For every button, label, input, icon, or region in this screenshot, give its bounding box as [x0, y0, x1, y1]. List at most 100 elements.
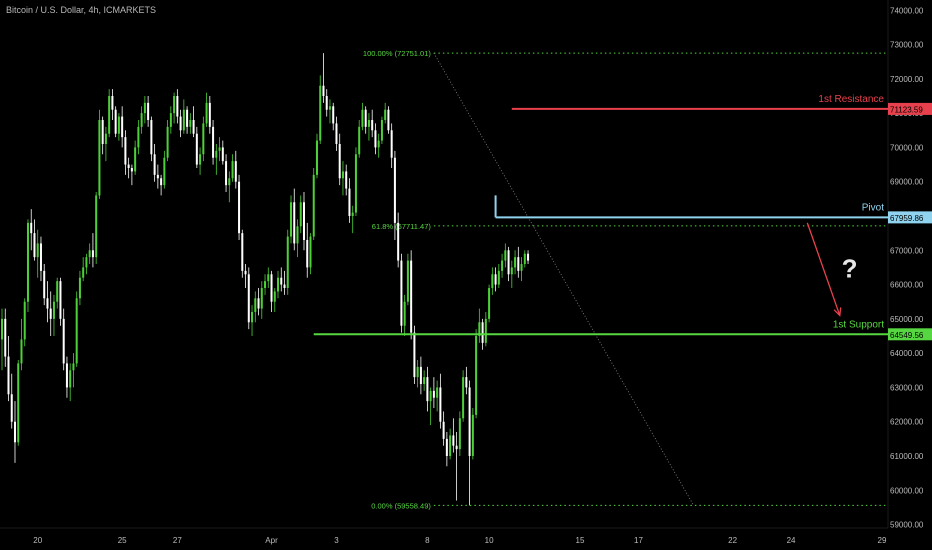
candle: [137, 120, 140, 155]
candle: [345, 164, 348, 196]
candle-body: [510, 267, 513, 275]
candle-body: [491, 274, 494, 288]
candle-body: [361, 109, 364, 127]
y-tick-label: 66000.00: [890, 281, 924, 290]
candle-body: [367, 120, 370, 127]
1st-resistance-label: 1st Resistance: [818, 94, 884, 105]
candle: [358, 120, 361, 158]
candle-body: [419, 366, 422, 384]
candle-body: [494, 274, 497, 285]
candle-body: [488, 288, 491, 319]
candle: [225, 154, 228, 192]
candle-body: [231, 161, 234, 179]
y-tick-label: 63000.00: [890, 383, 924, 392]
candle: [202, 116, 205, 162]
candle: [221, 140, 224, 165]
y-tick-label: 70000.00: [890, 143, 924, 152]
candle: [429, 387, 432, 426]
candle: [36, 229, 39, 278]
candle-body: [215, 150, 218, 158]
candle: [260, 281, 263, 319]
candle-body: [358, 126, 361, 155]
candle: [234, 150, 237, 189]
candle-body: [364, 109, 367, 127]
candle: [299, 195, 302, 234]
candle: [501, 253, 504, 278]
candle-body: [374, 130, 377, 148]
candle-body: [238, 181, 241, 234]
candle-body: [527, 253, 530, 261]
candle-body: [225, 161, 228, 186]
candle: [257, 288, 260, 316]
candle: [104, 126, 107, 162]
candle: [195, 126, 198, 168]
candle-body: [56, 281, 59, 302]
candle: [475, 329, 478, 419]
candle-body: [423, 377, 426, 384]
candle: [212, 120, 215, 165]
candle: [160, 174, 163, 196]
candle: [140, 106, 143, 134]
candle-body: [150, 120, 153, 155]
candle: [413, 325, 416, 384]
candle: [143, 96, 146, 124]
candle: [312, 168, 315, 240]
candle: [510, 260, 513, 288]
candle: [127, 157, 130, 179]
candle-body: [244, 270, 247, 275]
candle-body: [335, 123, 338, 144]
candle: [416, 360, 419, 388]
candle: [30, 209, 33, 251]
candle-body: [462, 377, 465, 419]
candle-body: [33, 233, 36, 258]
candle: [507, 246, 510, 282]
candle: [173, 92, 176, 124]
candle: [319, 75, 322, 144]
candle-body: [192, 120, 195, 134]
y-tick-label: 60000.00: [890, 486, 924, 495]
candle: [520, 257, 523, 282]
candle: [494, 267, 497, 292]
candle: [468, 380, 471, 506]
candle: [322, 53, 325, 103]
candle: [251, 305, 254, 336]
candle-body: [445, 438, 448, 456]
candle: [59, 277, 62, 326]
x-tick-label: 25: [118, 536, 127, 545]
candle-body: [465, 377, 468, 388]
candle: [238, 174, 241, 240]
candle: [65, 356, 68, 398]
candle-body: [228, 178, 231, 186]
candle-body: [95, 195, 98, 258]
fib-level-label: 100.00% (72751.01): [363, 49, 431, 58]
candle-body: [354, 154, 357, 213]
candle-body: [160, 178, 163, 186]
x-tick-label: 22: [728, 536, 737, 545]
candle: [517, 246, 520, 278]
candle: [449, 428, 452, 460]
candle-body: [436, 387, 439, 398]
x-tick-label: 29: [878, 536, 887, 545]
candle: [82, 257, 85, 282]
candle-body: [345, 171, 348, 189]
candle-body: [221, 147, 224, 162]
candle-body: [72, 363, 75, 371]
candle: [23, 298, 26, 347]
candle: [403, 294, 406, 336]
candle-body: [481, 322, 484, 343]
candle: [33, 219, 36, 261]
candle-body: [406, 260, 409, 302]
candle-body: [455, 445, 458, 450]
candle: [302, 192, 305, 251]
candle: [176, 89, 179, 124]
candle-body: [101, 120, 104, 144]
candle-body: [371, 120, 374, 131]
1st-support-price-tag: [888, 328, 932, 341]
1st-support-price-value: 64549.56: [890, 331, 924, 340]
candle-body: [153, 154, 156, 175]
candle-body: [137, 126, 140, 148]
candle-body: [17, 363, 20, 443]
candle-body: [520, 264, 523, 271]
candle: [406, 253, 409, 306]
